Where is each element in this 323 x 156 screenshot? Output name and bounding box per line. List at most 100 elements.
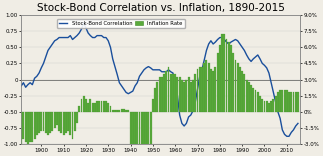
Bar (293, 92, 295, 112)
Bar (297, 92, 299, 112)
Bar (92, 103, 94, 112)
Bar (40, 112, 42, 131)
Bar (107, 103, 109, 112)
Bar (154, 88, 156, 112)
Bar (281, 90, 283, 112)
Bar (230, 45, 232, 112)
Bar (136, 112, 138, 156)
Bar (96, 101, 98, 112)
Bar (139, 112, 141, 156)
Bar (234, 60, 236, 112)
Bar (159, 77, 161, 112)
Bar (248, 82, 250, 112)
Bar (130, 112, 131, 156)
Bar (288, 92, 290, 112)
Bar (56, 112, 58, 125)
Bar (290, 92, 292, 112)
Bar (250, 85, 252, 112)
Title: Stock-Bond Correlation vs. Inflation, 1890-2015: Stock-Bond Correlation vs. Inflation, 18… (37, 3, 285, 13)
Bar (100, 101, 102, 112)
Bar (89, 99, 91, 112)
Bar (237, 63, 239, 112)
Bar (266, 101, 268, 112)
Bar (161, 77, 163, 112)
Bar (123, 109, 125, 112)
Bar (87, 103, 89, 112)
Bar (148, 112, 149, 156)
Bar (38, 112, 40, 133)
Bar (192, 80, 194, 112)
Bar (25, 112, 26, 142)
Bar (212, 71, 214, 112)
Bar (63, 112, 65, 135)
Bar (219, 45, 221, 112)
Bar (43, 112, 45, 131)
Bar (259, 96, 261, 112)
Bar (51, 112, 53, 131)
Bar (223, 34, 225, 112)
Bar (127, 110, 129, 112)
Bar (190, 82, 192, 112)
Bar (119, 110, 120, 112)
Bar (85, 99, 87, 112)
Bar (264, 101, 266, 112)
Bar (241, 71, 243, 112)
Bar (80, 99, 82, 112)
Bar (203, 63, 205, 112)
Bar (176, 77, 178, 112)
Bar (156, 82, 158, 112)
Bar (23, 112, 24, 139)
Bar (268, 103, 270, 112)
Bar (228, 42, 230, 112)
Bar (214, 67, 216, 112)
Bar (246, 80, 247, 112)
Bar (99, 101, 100, 112)
Bar (31, 112, 33, 142)
Bar (49, 112, 51, 133)
Bar (277, 92, 279, 112)
Bar (239, 67, 241, 112)
Bar (257, 92, 259, 112)
Bar (47, 112, 49, 135)
Bar (45, 112, 47, 133)
Bar (152, 99, 154, 112)
Bar (244, 74, 245, 112)
Bar (199, 67, 201, 112)
Bar (72, 112, 73, 139)
Bar (94, 103, 96, 112)
Bar (132, 112, 134, 156)
Bar (143, 112, 145, 156)
Bar (141, 112, 143, 156)
Bar (27, 112, 29, 144)
Bar (58, 112, 60, 131)
Bar (74, 112, 76, 131)
Bar (194, 74, 196, 112)
Bar (134, 112, 136, 156)
Bar (105, 101, 107, 112)
Bar (210, 69, 212, 112)
Bar (76, 112, 78, 122)
Bar (60, 112, 62, 133)
Bar (34, 112, 36, 139)
Bar (103, 101, 105, 112)
Bar (279, 90, 281, 112)
Bar (145, 112, 147, 156)
Bar (116, 110, 118, 112)
Bar (172, 74, 174, 112)
Bar (284, 90, 286, 112)
Bar (20, 112, 22, 144)
Bar (255, 90, 256, 112)
Bar (112, 110, 114, 112)
Bar (183, 82, 185, 112)
Bar (163, 74, 165, 112)
Bar (121, 109, 122, 112)
Bar (295, 92, 297, 112)
Bar (201, 67, 203, 112)
Bar (185, 80, 187, 112)
Bar (36, 112, 38, 135)
Legend: Stock-Bond Correlation, Inflation Rate: Stock-Bond Correlation, Inflation Rate (57, 19, 185, 28)
Bar (225, 39, 227, 112)
Bar (181, 80, 183, 112)
Bar (188, 77, 190, 112)
Bar (217, 53, 219, 112)
